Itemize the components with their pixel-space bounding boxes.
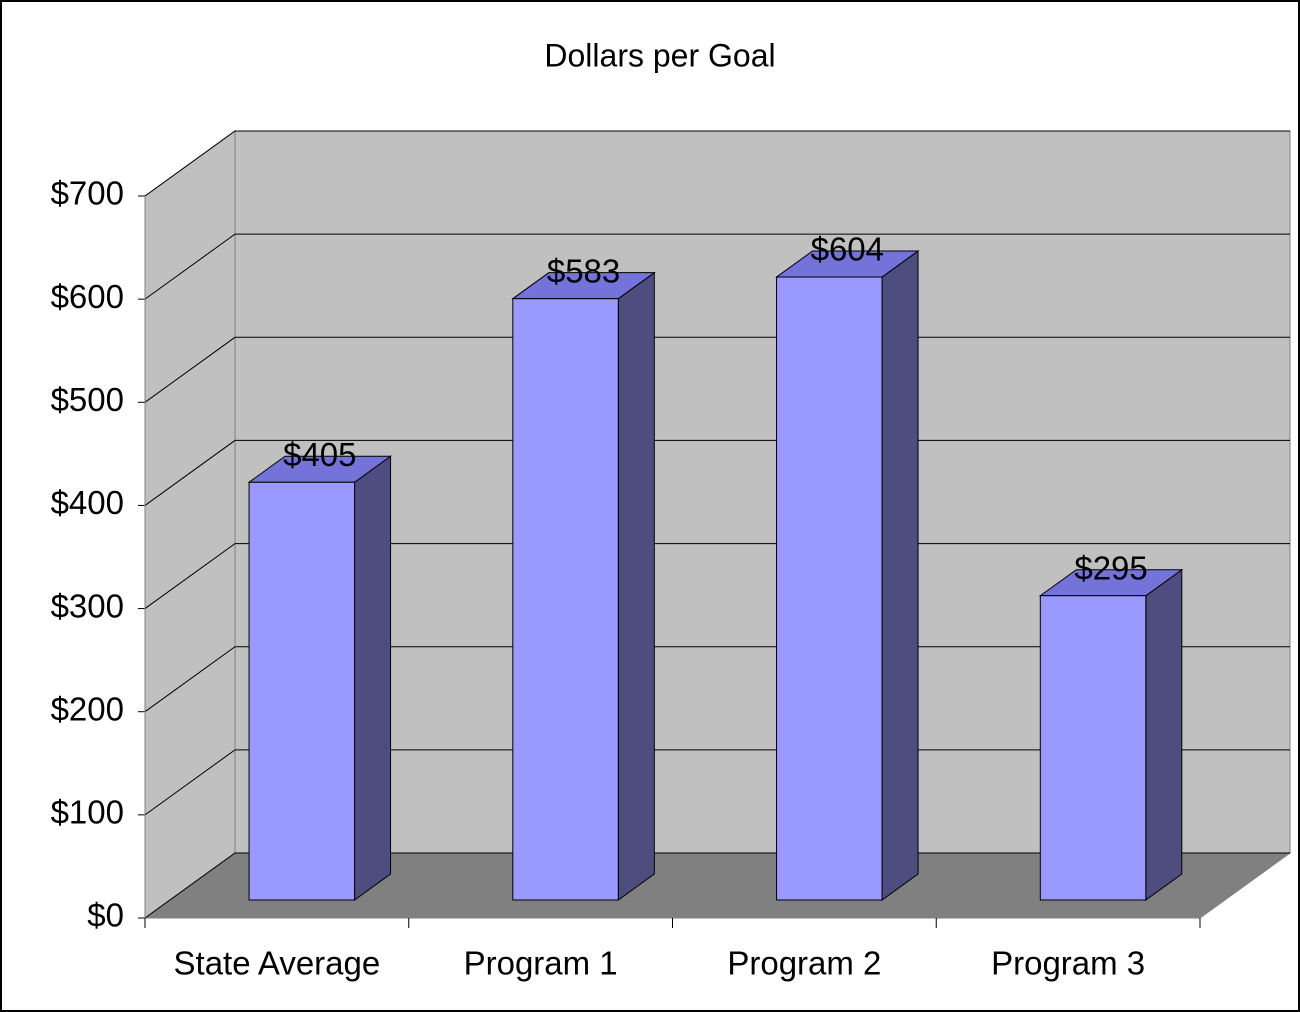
grid-line <box>144 543 1290 609</box>
x-tick-label: Program 1 <box>464 945 618 982</box>
grid-line <box>144 233 1290 300</box>
bar-side <box>617 271 655 901</box>
grid-line <box>144 439 1290 506</box>
y-tick-label: $500 <box>51 381 124 418</box>
grid-line <box>144 130 1290 197</box>
bar <box>1039 595 1147 901</box>
bar-side <box>354 455 392 901</box>
chart-title: Dollars per Goal <box>544 37 775 73</box>
value-label: $604 <box>811 231 884 268</box>
bar-side <box>1145 568 1183 901</box>
value-label: $583 <box>547 252 620 289</box>
value-label: $405 <box>283 436 356 473</box>
x-tick-label: Program 3 <box>991 945 1145 982</box>
grid-line <box>144 749 1290 816</box>
value-label: $295 <box>1074 549 1147 586</box>
y-tick-label: $700 <box>51 175 124 212</box>
y-tick-label: $100 <box>51 794 124 831</box>
x-tick-label: State Average <box>174 945 381 982</box>
y-tick-label: $400 <box>51 484 124 521</box>
grid-line <box>144 852 1290 919</box>
y-tick-label: $0 <box>87 897 124 934</box>
x-tick-label: Program 2 <box>727 945 881 982</box>
y-tick-label: $300 <box>51 587 124 624</box>
grid-line <box>144 646 1290 713</box>
bar <box>248 481 356 901</box>
bar-side <box>881 250 919 901</box>
y-tick-label: $200 <box>51 690 124 727</box>
bar <box>512 298 619 901</box>
grid-line <box>144 336 1290 403</box>
y-tick-label: $600 <box>51 278 124 315</box>
left-wall <box>144 130 236 919</box>
bar <box>776 276 883 901</box>
